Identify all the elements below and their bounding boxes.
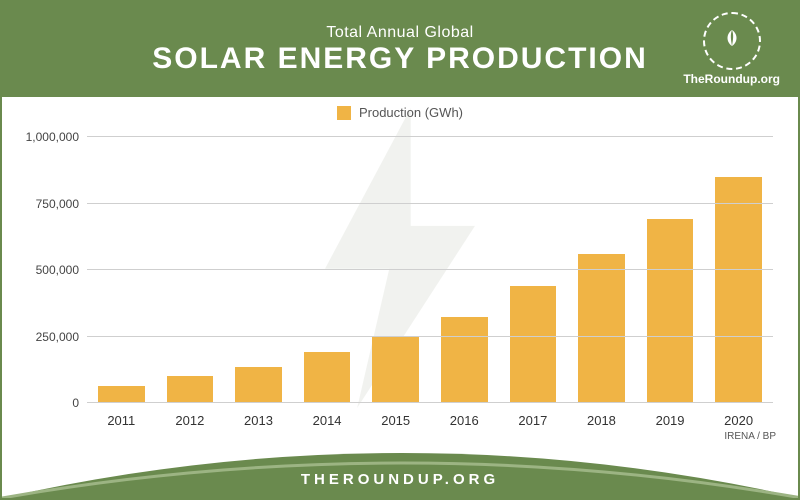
chart-area: Production (GWh) 20112012201320142015201… xyxy=(2,97,798,448)
chart-bars: 2011201220132014201520162017201820192020 xyxy=(87,137,773,403)
x-axis-label: 2020 xyxy=(724,413,753,428)
gridline xyxy=(87,203,773,204)
bar-slot: 2014 xyxy=(293,137,362,403)
x-axis-label: 2011 xyxy=(107,413,135,428)
bar xyxy=(441,317,488,403)
header-subtitle: Total Annual Global xyxy=(326,24,473,42)
x-axis-label: 2017 xyxy=(518,413,547,428)
bar xyxy=(235,367,282,403)
gridline xyxy=(87,269,773,270)
x-axis-label: 2016 xyxy=(450,413,479,428)
header-title: SOLAR ENERGY PRODUCTION xyxy=(152,42,648,76)
gridline xyxy=(87,336,773,337)
x-axis-label: 2019 xyxy=(656,413,685,428)
bar-slot: 2017 xyxy=(499,137,568,403)
bar-slot: 2018 xyxy=(567,137,636,403)
brand-logo: TheRoundup.org xyxy=(683,12,780,86)
bar-slot: 2015 xyxy=(361,137,430,403)
bar-slot: 2012 xyxy=(156,137,225,403)
bar-slot: 2020 xyxy=(704,137,773,403)
bar xyxy=(372,337,419,404)
bar xyxy=(98,386,145,403)
bar xyxy=(715,177,762,403)
gridline xyxy=(87,136,773,137)
y-axis-label: 750,000 xyxy=(36,197,79,211)
chart-legend: Production (GWh) xyxy=(2,105,798,120)
infographic-card: Total Annual Global SOLAR ENERGY PRODUCT… xyxy=(0,0,800,500)
bar-slot: 2011 xyxy=(87,137,156,403)
legend-label: Production (GWh) xyxy=(359,105,463,120)
bar xyxy=(304,352,351,403)
y-axis-label: 1,000,000 xyxy=(26,130,79,144)
bar-slot: 2016 xyxy=(430,137,499,403)
bar-slot: 2019 xyxy=(636,137,705,403)
x-axis-label: 2015 xyxy=(381,413,410,428)
legend-swatch xyxy=(337,106,351,120)
chart-plot: 2011201220132014201520162017201820192020… xyxy=(87,137,773,403)
recycle-leaf-icon xyxy=(703,12,761,70)
y-axis-label: 0 xyxy=(72,396,79,410)
footer-text: THEROUNDUP.ORG xyxy=(2,471,798,488)
header: Total Annual Global SOLAR ENERGY PRODUCT… xyxy=(2,2,798,97)
brand-logo-text: TheRoundup.org xyxy=(683,72,780,86)
bar xyxy=(578,254,625,403)
bar-slot: 2013 xyxy=(224,137,293,403)
bar xyxy=(647,219,694,403)
x-axis-label: 2012 xyxy=(175,413,204,428)
bar xyxy=(510,286,557,403)
source-attribution: IRENA / BP xyxy=(724,431,776,442)
gridline xyxy=(87,402,773,403)
bar xyxy=(167,376,214,403)
x-axis-label: 2018 xyxy=(587,413,616,428)
y-axis-label: 250,000 xyxy=(36,330,79,344)
y-axis-label: 500,000 xyxy=(36,263,79,277)
x-axis-label: 2014 xyxy=(313,413,342,428)
x-axis-label: 2013 xyxy=(244,413,273,428)
